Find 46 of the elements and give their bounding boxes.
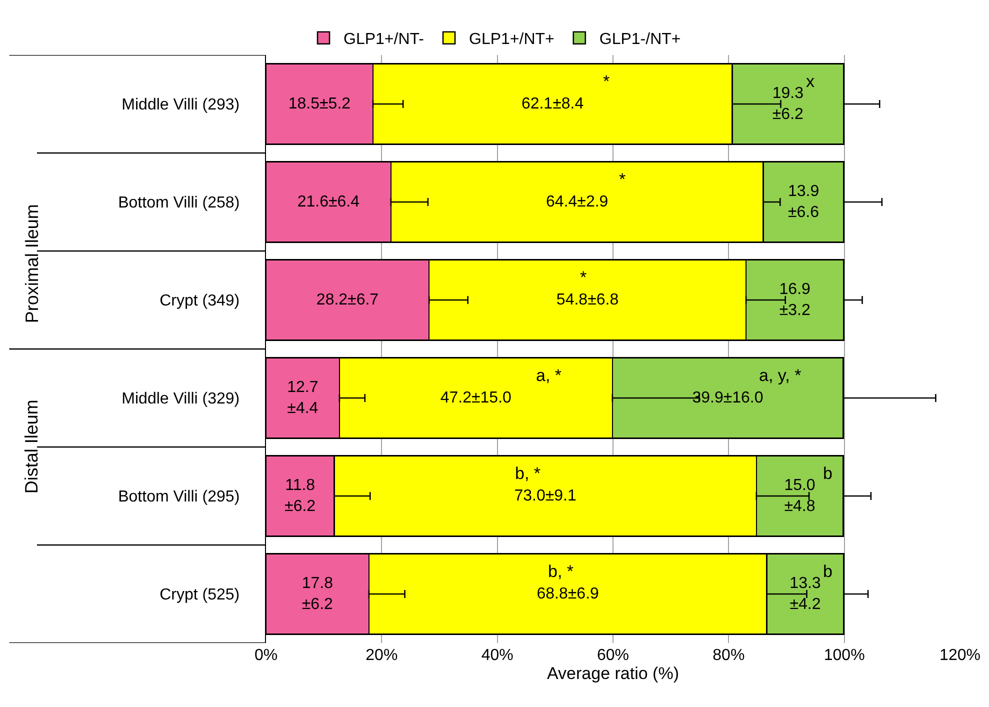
legend-label: GLP1+/NT+ (469, 31, 554, 48)
x-tick-label: 80% (712, 647, 745, 664)
annotation: a, * (536, 366, 562, 385)
data-label: 47.2±15.0 (440, 390, 512, 406)
y-tick-label: Crypt (349) (160, 292, 240, 310)
y-tick-label: Crypt (525) (160, 586, 240, 604)
y-tick-label: Middle Villi (293) (122, 96, 240, 114)
x-tick-label: 0% (254, 647, 278, 664)
x-tick-label: 20% (366, 647, 398, 664)
annotation: x (806, 72, 815, 91)
annotation: * (580, 268, 587, 287)
data-label: 64.4±2.9 (546, 194, 608, 210)
data-label: 13.9 ±6.6 (788, 183, 820, 221)
data-label: 18.5±5.2 (288, 96, 351, 112)
y-tick-label: Middle Villi (329) (122, 390, 240, 408)
annotation: a, y, * (759, 366, 802, 385)
data-label: 11.8 ±6.2 (284, 477, 316, 515)
text: Proximal Ileum (22, 204, 42, 324)
data-label: 54.8±6.8 (556, 292, 619, 308)
data-label: 62.1±8.4 (521, 96, 584, 112)
x-axis-title: Average ratio (%) (547, 664, 679, 683)
annotation: b (823, 464, 832, 483)
y-tick-label: Bottom Villi (295) (118, 488, 240, 506)
data-label: 28.2±6.7 (316, 292, 379, 308)
data-label: 16.9 ±3.2 (779, 281, 811, 319)
data-label: 13.3 ±4.2 (790, 575, 821, 613)
data-label: 12.7 ±4.4 (287, 379, 318, 417)
annotation: * (619, 170, 626, 189)
text: Distal Ileum (22, 400, 42, 494)
annotation: b, * (548, 562, 574, 581)
data-label: 73.0±9.1 (514, 488, 576, 504)
x-tick-label: 60% (596, 647, 630, 664)
x-tick-label: 100% (824, 647, 865, 664)
data-label: 68.8±6.9 (536, 586, 600, 602)
annotation: b, * (515, 464, 541, 483)
data-label: 17.8 ±6.2 (302, 575, 334, 613)
data-label: 19.3 ±6.2 (772, 85, 804, 123)
annotation: b (823, 562, 832, 581)
y-tick-label: Bottom Villi (258) (118, 194, 240, 212)
data-label: 21.6±6.4 (297, 194, 360, 210)
x-tick-label: 40% (481, 647, 514, 664)
x-tick-label: 120% (940, 647, 980, 664)
data-label: 15.0 ±4.8 (784, 477, 816, 515)
annotation: * (603, 72, 610, 91)
legend-label: GLP1-/NT+ (599, 31, 681, 48)
legend-label: GLP1+/NT- (344, 31, 424, 48)
